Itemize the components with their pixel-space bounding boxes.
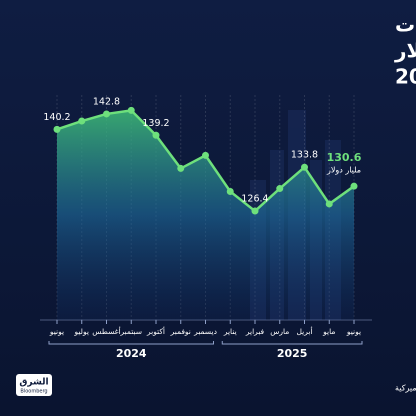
point xyxy=(251,207,259,215)
title: الخزانة الأميركية بنحو 3 مليارات دولار xyxy=(394,38,416,63)
point xyxy=(53,125,61,133)
data-label: 139.2 xyxy=(142,118,169,129)
logo: الشرق xyxy=(19,378,48,388)
point xyxy=(78,117,86,125)
data-label: 140.2 xyxy=(43,112,70,123)
data-label: 142.8 xyxy=(93,96,120,107)
point xyxy=(127,106,135,114)
x-tick-label: نوفمبر xyxy=(170,327,191,336)
point xyxy=(350,182,358,190)
point xyxy=(177,164,185,172)
point xyxy=(325,200,333,208)
logo: Bloomberg xyxy=(20,389,47,395)
point xyxy=(226,188,234,196)
x-tick-label: أغسطس xyxy=(92,326,120,336)
x-tick-label: سبتمبر xyxy=(119,327,142,336)
x-tick-label: مايو xyxy=(322,327,335,336)
title: في يونيو 2025 xyxy=(395,65,416,90)
x-tick-label: يونيو xyxy=(346,327,361,336)
title: السعودية ترفع حيازتها من سندات xyxy=(395,13,416,37)
x-tick-label: يونيو xyxy=(49,327,64,336)
point xyxy=(152,131,160,139)
data-label: 126.4 xyxy=(241,194,268,205)
year-bracket xyxy=(48,341,214,345)
data-label: 133.8 xyxy=(291,150,318,161)
area xyxy=(57,110,354,320)
x-tick-label: أبريل xyxy=(296,326,312,336)
point xyxy=(202,151,209,159)
x-tick-label: يوليو xyxy=(74,327,89,336)
data-label: 130.6 xyxy=(327,151,362,164)
x-tick-label: فبراير xyxy=(245,327,265,336)
x-tick-label: أكتوبر xyxy=(146,326,165,336)
logo-box xyxy=(16,374,52,396)
year-label: 2024 xyxy=(116,347,147,360)
point xyxy=(301,163,308,171)
point xyxy=(276,185,284,193)
source: المصدر: بيانات وزارة الخزانة الأميركية xyxy=(395,383,416,393)
x-tick-label: مارس xyxy=(270,327,289,336)
point xyxy=(103,110,110,118)
x-tick-label: يناير xyxy=(223,327,237,336)
year-bracket xyxy=(221,341,363,345)
x-tick-label: ديسمبر xyxy=(193,327,217,336)
year-label: 2025 xyxy=(277,347,308,360)
unit-label: مليار دولار xyxy=(326,166,361,175)
